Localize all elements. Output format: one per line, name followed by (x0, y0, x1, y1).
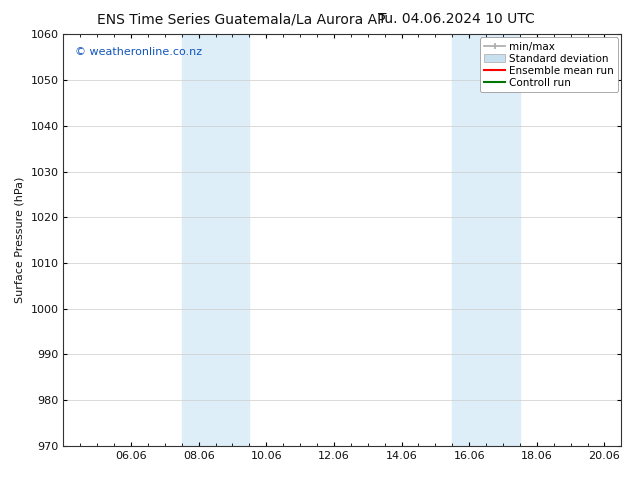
Text: ENS Time Series Guatemala/La Aurora AP: ENS Time Series Guatemala/La Aurora AP (96, 12, 385, 26)
Bar (452, 34, 520, 446)
Bar (182, 34, 249, 446)
Text: © weatheronline.co.nz: © weatheronline.co.nz (75, 47, 202, 57)
Text: Tu. 04.06.2024 10 UTC: Tu. 04.06.2024 10 UTC (378, 12, 535, 26)
Y-axis label: Surface Pressure (hPa): Surface Pressure (hPa) (15, 177, 25, 303)
Legend: min/max, Standard deviation, Ensemble mean run, Controll run: min/max, Standard deviation, Ensemble me… (480, 37, 618, 92)
